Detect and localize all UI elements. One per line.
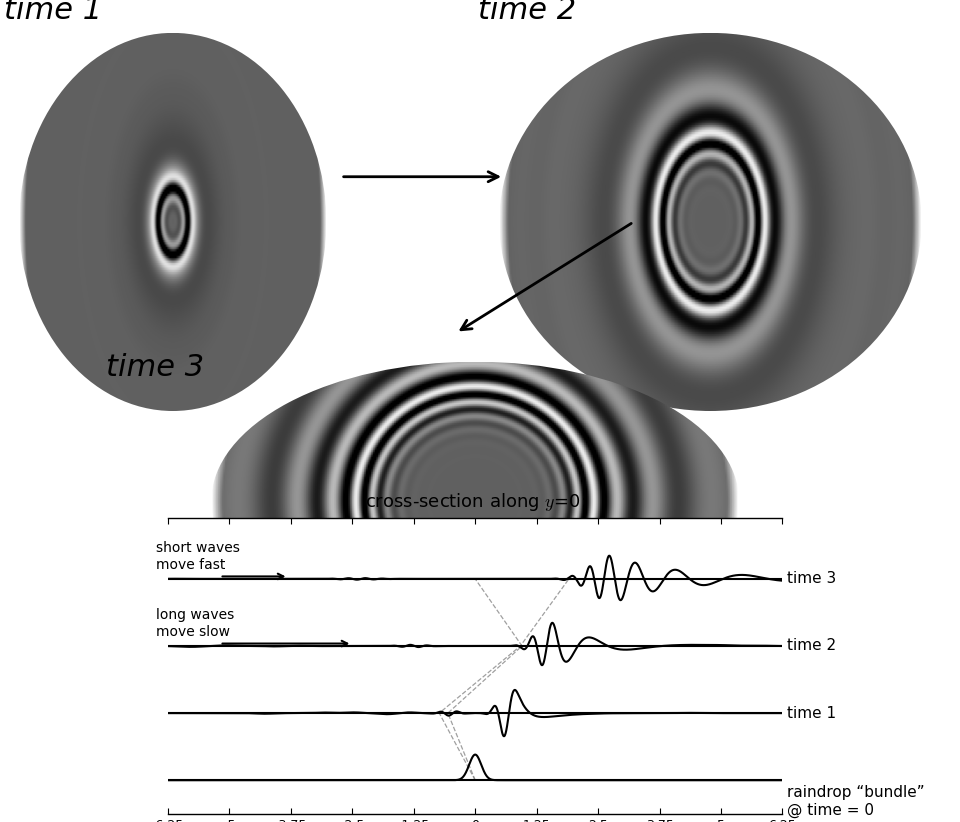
Text: -6: -6 — [606, 560, 614, 569]
Text: 2: 2 — [547, 620, 553, 629]
Text: -2: -2 — [396, 594, 404, 603]
Text: time 1: time 1 — [4, 0, 102, 25]
Title: cross-section along $y$=0:: cross-section along $y$=0: — [365, 491, 586, 513]
Text: 6: 6 — [338, 654, 344, 663]
Text: long waves
move slow: long waves move slow — [156, 608, 234, 639]
Text: time 3: time 3 — [106, 353, 204, 382]
Text: time 2: time 2 — [478, 0, 576, 25]
Text: time 2: time 2 — [787, 639, 836, 653]
Text: $y$: $y$ — [323, 644, 332, 658]
Text: -6: -6 — [247, 568, 255, 577]
Text: -4: -4 — [322, 581, 329, 590]
Text: time 3: time 3 — [787, 571, 836, 586]
Text: time 1: time 1 — [787, 705, 836, 721]
Text: raindrop “bundle”
@ time = 0: raindrop “bundle” @ time = 0 — [787, 785, 924, 818]
Text: $x$: $x$ — [712, 633, 723, 648]
Text: 6: 6 — [697, 646, 703, 655]
Text: -2: -2 — [516, 591, 524, 600]
Text: 4: 4 — [622, 633, 628, 642]
Text: short waves
move fast: short waves move fast — [156, 542, 240, 571]
Text: -4: -4 — [561, 575, 569, 584]
Text: 2: 2 — [428, 623, 433, 632]
Text: 4: 4 — [383, 639, 388, 648]
